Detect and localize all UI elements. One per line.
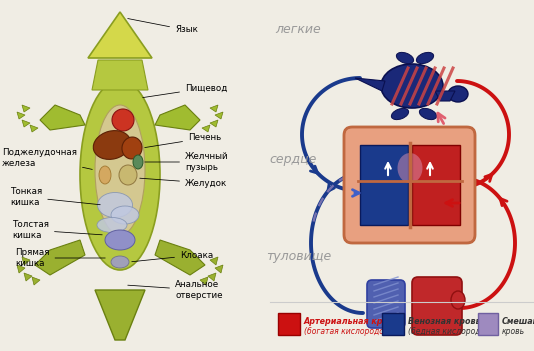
- Polygon shape: [412, 145, 460, 225]
- Polygon shape: [360, 145, 408, 225]
- Text: сердце: сердце: [270, 153, 317, 166]
- Polygon shape: [95, 290, 145, 340]
- FancyBboxPatch shape: [478, 313, 498, 335]
- Ellipse shape: [111, 206, 139, 224]
- Text: Толстая
кишка: Толстая кишка: [12, 220, 102, 240]
- Ellipse shape: [95, 105, 145, 235]
- Text: Язык: Язык: [128, 19, 198, 34]
- Text: легкие: легкие: [275, 23, 321, 37]
- Polygon shape: [40, 105, 85, 130]
- Polygon shape: [17, 112, 25, 119]
- Text: (бедная кислородом): (бедная кислородом): [408, 326, 494, 336]
- FancyBboxPatch shape: [367, 280, 405, 328]
- Text: Смешанная: Смешанная: [502, 317, 534, 325]
- Polygon shape: [32, 277, 40, 285]
- Polygon shape: [435, 91, 455, 101]
- Ellipse shape: [112, 109, 134, 131]
- Ellipse shape: [448, 86, 468, 102]
- Text: Пищевод: Пищевод: [143, 84, 227, 98]
- Polygon shape: [35, 240, 85, 275]
- Text: Клоака: Клоака: [132, 251, 213, 262]
- Text: Желудок: Желудок: [140, 178, 227, 187]
- Text: Артериальная кровь: Артериальная кровь: [304, 317, 399, 325]
- Text: Печень: Печень: [145, 133, 221, 147]
- Text: Прямая
кишка: Прямая кишка: [15, 248, 105, 268]
- Polygon shape: [202, 125, 210, 132]
- Polygon shape: [210, 120, 218, 127]
- FancyBboxPatch shape: [344, 127, 475, 243]
- FancyBboxPatch shape: [382, 313, 404, 335]
- Ellipse shape: [396, 52, 414, 64]
- Text: Венозная кровь: Венозная кровь: [408, 317, 481, 325]
- Polygon shape: [200, 277, 208, 285]
- Polygon shape: [17, 265, 25, 273]
- Polygon shape: [355, 78, 385, 91]
- Polygon shape: [24, 273, 32, 281]
- Polygon shape: [22, 257, 30, 265]
- Polygon shape: [215, 112, 223, 119]
- Ellipse shape: [451, 291, 465, 309]
- Polygon shape: [155, 240, 205, 275]
- Ellipse shape: [133, 155, 143, 169]
- Text: Поджелудочная
железа: Поджелудочная железа: [2, 148, 92, 170]
- Polygon shape: [22, 120, 30, 127]
- Ellipse shape: [105, 230, 135, 250]
- Ellipse shape: [93, 131, 131, 159]
- Polygon shape: [92, 60, 148, 90]
- Polygon shape: [210, 257, 218, 265]
- Polygon shape: [30, 125, 38, 132]
- FancyBboxPatch shape: [412, 277, 462, 335]
- Ellipse shape: [97, 218, 127, 232]
- Polygon shape: [88, 12, 152, 58]
- Polygon shape: [210, 105, 218, 112]
- Ellipse shape: [122, 137, 142, 159]
- FancyBboxPatch shape: [278, 313, 300, 335]
- Ellipse shape: [98, 192, 132, 218]
- Ellipse shape: [397, 153, 422, 183]
- Ellipse shape: [381, 64, 443, 108]
- Text: кровь: кровь: [502, 326, 525, 336]
- Text: Анальное
отверстие: Анальное отверстие: [128, 280, 223, 300]
- Ellipse shape: [391, 108, 409, 120]
- Text: Желчный
пузырь: Желчный пузырь: [145, 152, 229, 172]
- Ellipse shape: [119, 165, 137, 185]
- Ellipse shape: [417, 52, 434, 64]
- Ellipse shape: [80, 80, 160, 270]
- Ellipse shape: [99, 166, 111, 184]
- Polygon shape: [22, 105, 30, 112]
- Polygon shape: [215, 265, 223, 273]
- Text: туловище: туловище: [266, 250, 331, 263]
- Ellipse shape: [111, 256, 129, 268]
- Text: (богатая кислородом): (богатая кислородом): [304, 326, 392, 336]
- Ellipse shape: [419, 108, 437, 120]
- Text: Тонкая
кишка: Тонкая кишка: [10, 187, 100, 207]
- Polygon shape: [155, 105, 200, 130]
- Polygon shape: [208, 273, 216, 281]
